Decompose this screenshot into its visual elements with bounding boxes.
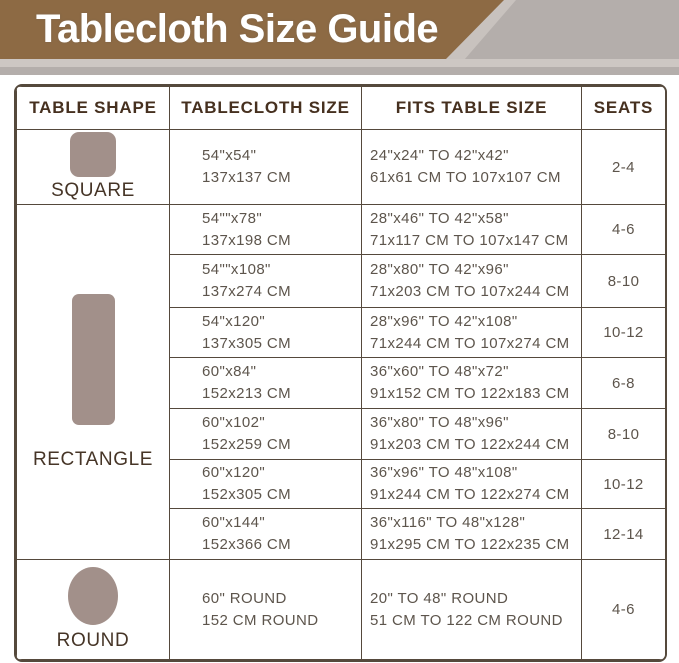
table-row: 54"x120" 137x305 CM 28"x96" TO 42"x108" … [17, 307, 665, 358]
seats-cell: 6-8 [581, 357, 665, 409]
fits-cm: 91x203 CM TO 122x244 CM [370, 436, 570, 453]
col-header-fits-table-size: FITS TABLE SIZE [361, 86, 582, 130]
shape-cell-square: SQUARE [16, 129, 170, 205]
seats-cell: 10-12 [581, 459, 665, 509]
fits-table-size-cell: 36"x60" TO 48"x72" 91x152 CM TO 122x183 … [361, 357, 582, 409]
fits-table-size-cell: 28"x80" TO 42"x96" 71x203 CM TO 107x244 … [361, 254, 582, 308]
seats-cell: 10-12 [581, 307, 665, 358]
size-inches: 60" ROUND [202, 589, 287, 607]
table-row: RECTANGLE 54""x78" 137x198 CM 28"x46" TO… [16, 204, 665, 560]
fits-cm: 71x117 CM TO 107x147 CM [370, 231, 569, 249]
size-inches: 54"x120" [202, 312, 266, 330]
fits-inches: 36"x96" TO 48"x108" [370, 464, 518, 481]
fits-table-size-cell: 20" TO 48" ROUND 51 CM TO 122 CM ROUND [361, 559, 582, 660]
col-header-table-shape: TABLE SHAPE [16, 86, 170, 130]
header-band: Tablecloth Size Guide [0, 0, 679, 75]
shape-label-square: SQUARE [51, 180, 135, 201]
fits-inches: 28"x96" TO 42"x108" [370, 312, 518, 330]
size-inches: 54""x108" [202, 261, 271, 278]
tablecloth-size-cell: 60" ROUND 152 CM ROUND [169, 559, 362, 660]
fits-cm: 91x152 CM TO 122x183 CM [370, 385, 570, 402]
tablecloth-size-cell: 54""x78" 137x198 CM [169, 204, 362, 255]
fits-cm: 91x244 CM TO 122x274 CM [370, 486, 570, 503]
fits-inches: 28"x46" TO 42"x58" [370, 209, 509, 227]
fits-table-size-cell: 28"x46" TO 42"x58" 71x117 CM TO 107x147 … [361, 204, 582, 255]
size-inches: 60"x84" [202, 363, 257, 380]
size-guide-table: TABLE SHAPE TABLECLOTH SIZE FITS TABLE S… [14, 84, 667, 662]
col-header-seats: SEATS [581, 86, 665, 130]
page-title: Tablecloth Size Guide [36, 7, 439, 51]
seats-cell: 4-6 [581, 559, 665, 660]
fits-inches: 36"x80" TO 48"x96" [370, 414, 509, 431]
seats-cell: 2-4 [581, 129, 665, 205]
size-inches: 54"x54" [202, 147, 257, 164]
round-shape-icon [68, 567, 118, 625]
fits-cm: 61x61 CM TO 107x107 CM [370, 169, 561, 186]
table-row: 60"x120" 152x305 CM 36"x96" TO 48"x108" … [17, 459, 665, 509]
seats-cell: 12-14 [581, 508, 665, 560]
size-inches: 60"x120" [202, 464, 266, 481]
size-cm: 137x137 CM [202, 169, 292, 186]
title-banner: Tablecloth Size Guide [0, 0, 504, 59]
tablecloth-size-cell: 60"x144" 152x366 CM [169, 508, 362, 560]
fits-inches: 24"x24" TO 42"x42" [370, 147, 509, 164]
shape-label-round: ROUND [56, 630, 130, 651]
tablecloth-size-cell: 54"x54" 137x137 CM [169, 129, 362, 205]
fits-inches: 28"x80" TO 42"x96" [370, 261, 509, 278]
table-row: 54""x108" 137x274 CM 28"x80" TO 42"x96" … [17, 254, 665, 308]
tablecloth-size-cell: 60"x84" 152x213 CM [169, 357, 362, 409]
table-row: ROUND 60" ROUND 152 CM ROUND 20" TO 48" … [16, 559, 665, 660]
tablecloth-size-cell: 54""x108" 137x274 CM [169, 254, 362, 308]
fits-cm: 91x295 CM TO 122x235 CM [370, 536, 570, 553]
size-cm: 152 CM ROUND [202, 611, 319, 629]
size-inches: 54""x78" [202, 209, 263, 227]
shape-cell-rectangle: RECTANGLE [16, 204, 170, 560]
fits-table-size-cell: 28"x96" TO 42"x108" 71x244 CM TO 107x274… [361, 307, 582, 358]
round-shape-group: ROUND [17, 567, 169, 652]
table-row: SQUARE 54"x54" 137x137 CM 24"x24" TO 42"… [16, 129, 665, 205]
size-inches: 60"x144" [202, 514, 266, 531]
fits-inches: 36"x60" TO 48"x72" [370, 363, 509, 380]
size-cm: 137x198 CM [202, 231, 292, 249]
fits-cm: 71x244 CM TO 107x274 CM [370, 334, 570, 352]
fits-cm: 71x203 CM TO 107x244 CM [370, 283, 570, 300]
fits-inches: 20" TO 48" ROUND [370, 589, 509, 607]
size-inches: 60"x102" [202, 414, 266, 431]
size-cm: 152x366 CM [202, 536, 292, 553]
size-cm: 152x305 CM [202, 486, 292, 503]
shape-cell-round: ROUND [16, 559, 170, 660]
size-cm: 137x274 CM [202, 283, 292, 300]
fits-table-size-cell: 36"x96" TO 48"x108" 91x244 CM TO 122x274… [361, 459, 582, 509]
tablecloth-size-cell: 60"x102" 152x259 CM [169, 408, 362, 460]
fits-cm: 51 CM TO 122 CM ROUND [370, 611, 563, 629]
shape-label-rectangle: RECTANGLE [32, 448, 154, 470]
rectangle-shape-group: RECTANGLE [17, 293, 169, 471]
seats-cell: 4-6 [581, 204, 665, 255]
square-shape-group: SQUARE [17, 132, 169, 202]
fits-inches: 36"x116" TO 48"x128" [370, 514, 526, 531]
fits-table-size-cell: 36"x116" TO 48"x128" 91x295 CM TO 122x23… [361, 508, 582, 560]
header-highlight-stripe [0, 59, 679, 67]
table-header-row: TABLE SHAPE TABLECLOTH SIZE FITS TABLE S… [16, 86, 665, 130]
col-header-tablecloth-size: TABLECLOTH SIZE [169, 86, 362, 130]
seats-cell: 8-10 [581, 254, 665, 308]
size-cm: 152x213 CM [202, 385, 292, 402]
rectangle-shape-icon [71, 293, 115, 425]
tablecloth-size-cell: 54"x120" 137x305 CM [169, 307, 362, 358]
square-shape-icon [70, 132, 116, 177]
fits-table-size-cell: 36"x80" TO 48"x96" 91x203 CM TO 122x244 … [361, 408, 582, 460]
size-cm: 137x305 CM [202, 334, 292, 352]
fits-table-size-cell: 24"x24" TO 42"x42" 61x61 CM TO 107x107 C… [361, 129, 582, 205]
tablecloth-size-cell: 60"x120" 152x305 CM [169, 459, 362, 509]
table-row: 60"x84" 152x213 CM 36"x60" TO 48"x72" 91… [17, 357, 665, 409]
seats-cell: 8-10 [581, 408, 665, 460]
size-cm: 152x259 CM [202, 436, 292, 453]
table-row: 60"x144" 152x366 CM 36"x116" TO 48"x128"… [17, 508, 665, 560]
